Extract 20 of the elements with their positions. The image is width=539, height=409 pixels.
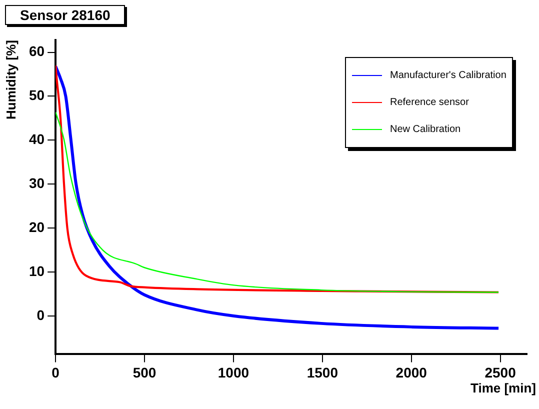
legend-label: Manufacturer's Calibration xyxy=(390,70,506,81)
y-axis-title: Humidity [%] xyxy=(4,40,19,120)
x-tick-label: 1000 xyxy=(218,364,250,380)
x-tick-label: 500 xyxy=(132,364,156,380)
y-tick-label: 60 xyxy=(28,43,45,60)
y-tick-label: 0 xyxy=(36,306,45,323)
x-tick-label: 2000 xyxy=(396,364,428,380)
line-series xyxy=(56,111,500,293)
y-tick-label: 40 xyxy=(28,131,45,148)
legend-label: Reference sensor xyxy=(390,97,469,108)
x-tick-label: 1500 xyxy=(306,364,338,380)
y-tick-label: 50 xyxy=(28,87,45,104)
y-tick-label: 30 xyxy=(28,174,45,191)
chart-title: Sensor 28160 xyxy=(5,5,126,25)
legend-label: New Calibration xyxy=(390,124,461,135)
y-tick-label: 10 xyxy=(28,262,45,279)
x-axis-title: Time [min] xyxy=(470,380,536,396)
x-tick-label: 0 xyxy=(52,364,60,380)
y-tick-label: 20 xyxy=(28,218,45,235)
x-tick-label: 2500 xyxy=(484,364,516,380)
